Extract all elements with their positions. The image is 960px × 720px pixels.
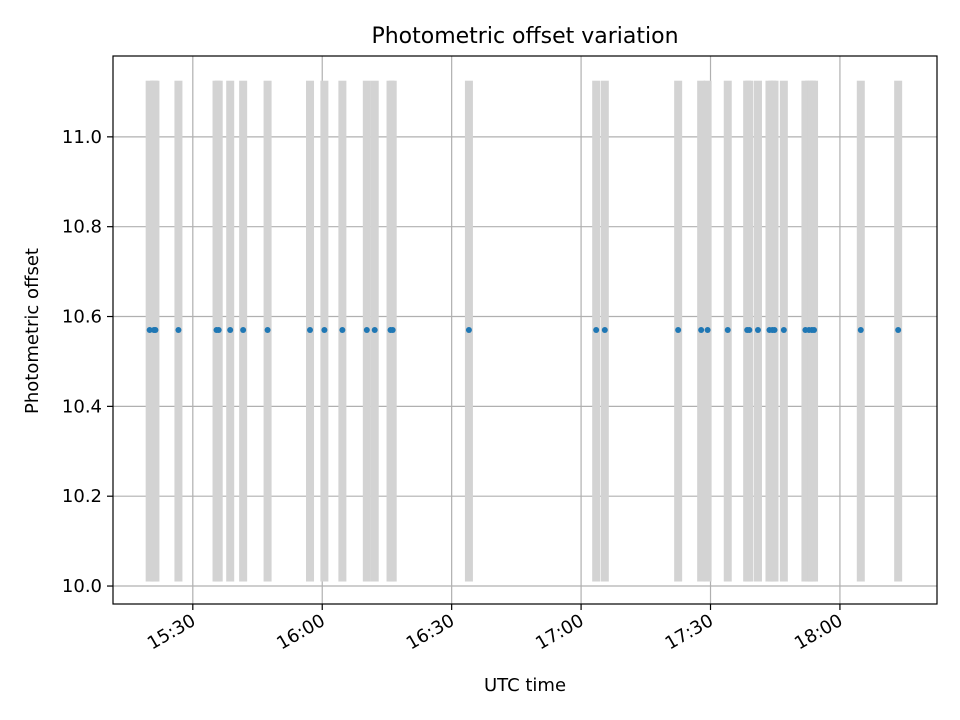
data-point bbox=[857, 327, 864, 333]
data-point bbox=[895, 327, 902, 333]
data-point bbox=[780, 327, 787, 333]
y-tick-label: 11.0 bbox=[62, 127, 102, 148]
data-point bbox=[371, 327, 378, 333]
data-point bbox=[724, 327, 731, 333]
y-tick-label: 10.4 bbox=[62, 396, 102, 417]
data-point bbox=[754, 327, 761, 333]
data-point bbox=[146, 327, 153, 333]
y-tick-label: 10.0 bbox=[62, 576, 102, 597]
data-point bbox=[465, 327, 472, 333]
y-axis-label: Photometric offset bbox=[22, 248, 43, 414]
data-point bbox=[601, 327, 608, 333]
data-point bbox=[264, 327, 271, 333]
y-tick-label: 10.2 bbox=[62, 486, 102, 507]
data-point bbox=[321, 327, 328, 333]
data-point bbox=[746, 327, 753, 333]
y-tick-label: 10.8 bbox=[62, 217, 102, 238]
data-point bbox=[175, 327, 182, 333]
plot-frame bbox=[112, 55, 938, 605]
data-point bbox=[771, 327, 778, 333]
chart-title: Photometric offset variation bbox=[371, 24, 678, 49]
y-tick-label: 10.6 bbox=[62, 307, 102, 328]
data-point bbox=[704, 327, 711, 333]
data-point bbox=[152, 327, 159, 333]
data-point bbox=[675, 327, 682, 333]
data-point bbox=[307, 327, 314, 333]
data-point bbox=[227, 327, 234, 333]
data-point bbox=[240, 327, 247, 333]
data-point bbox=[698, 327, 705, 333]
data-point bbox=[593, 327, 600, 333]
data-point bbox=[389, 327, 396, 333]
data-point bbox=[215, 327, 222, 333]
data-point bbox=[363, 327, 370, 333]
data-point bbox=[339, 327, 346, 333]
point-layer bbox=[146, 327, 902, 333]
x-axis-label: UTC time bbox=[484, 675, 566, 696]
data-point bbox=[811, 327, 818, 333]
